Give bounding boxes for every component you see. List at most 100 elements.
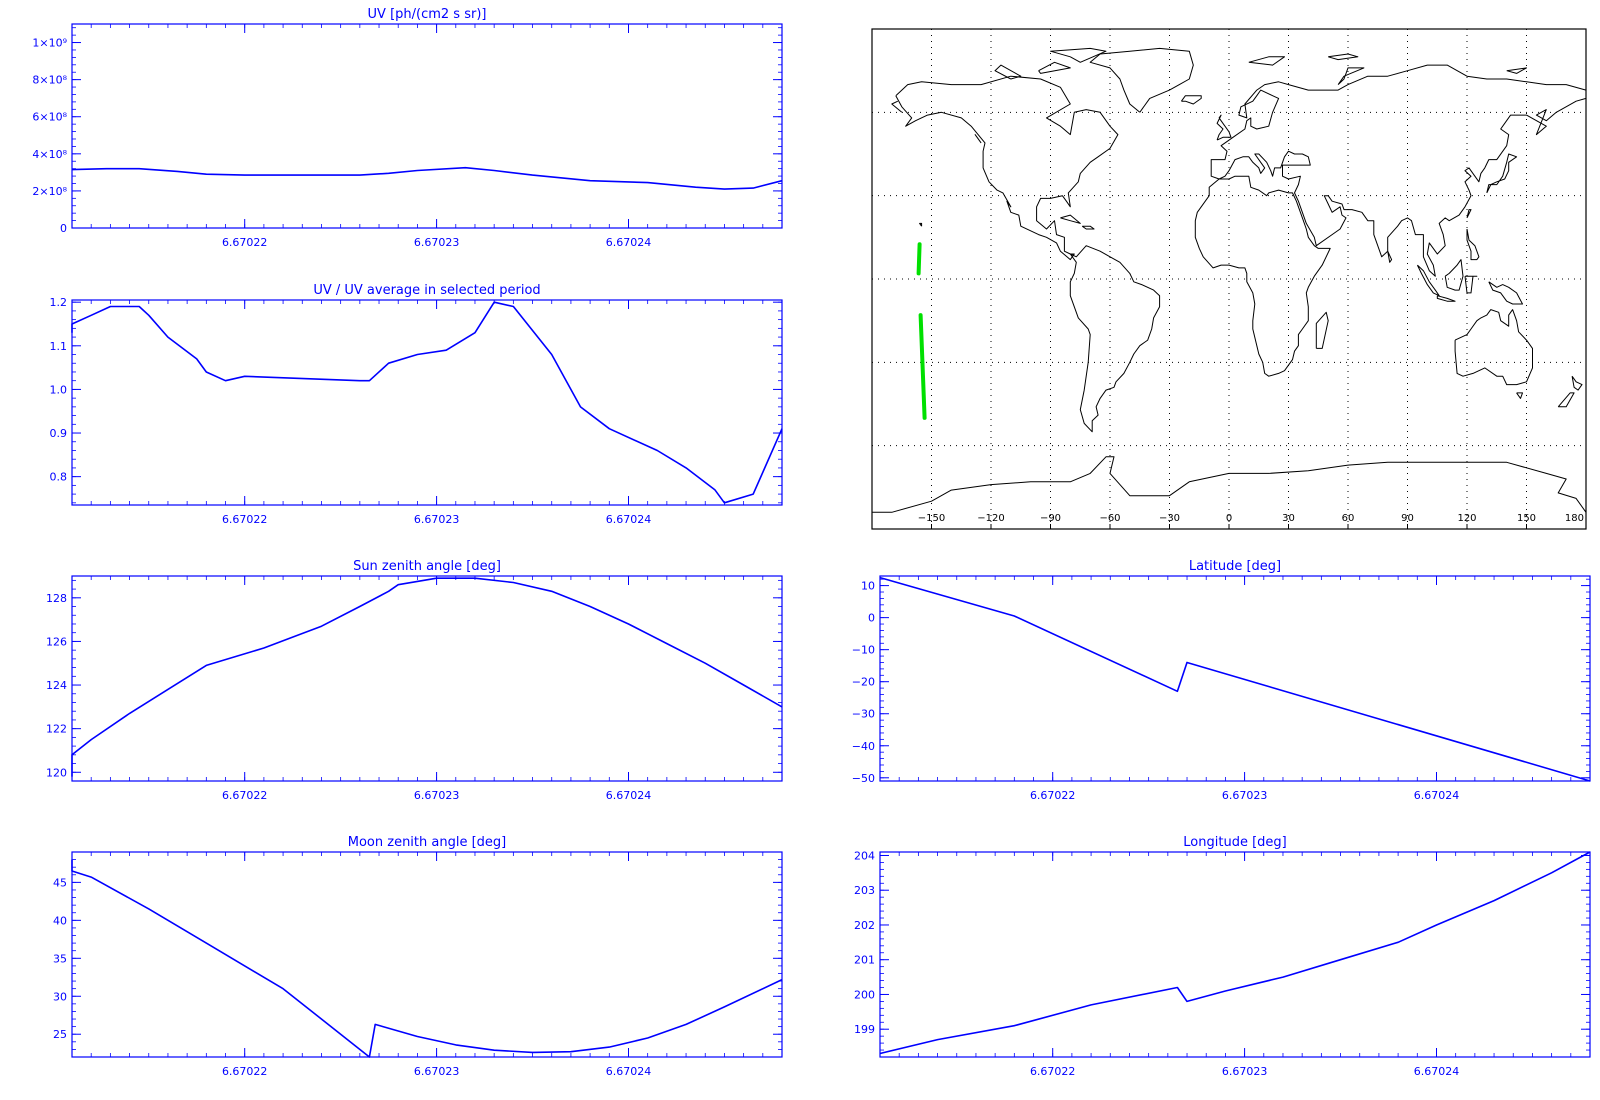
coastline <box>1516 392 1523 399</box>
coastline <box>1466 209 1472 219</box>
y-tick-label: 204 <box>854 849 875 862</box>
coastline <box>1050 47 1107 63</box>
y-tick-label: 8×10⁸ <box>32 74 67 87</box>
y-tick-label: 10 <box>861 580 875 593</box>
coastline <box>872 456 1587 513</box>
sun-zenith-plot: Sun zenith angle [deg] 6.67022 6.67023 6.67… <box>46 559 783 802</box>
x-tick-label: 6.67024 <box>1414 1065 1460 1078</box>
series-line <box>71 166 783 190</box>
plot-frame <box>71 851 783 1058</box>
latitude-plot: Latitude [deg] 6.67022 6.67023 6.67024 −50 −4… <box>852 559 1591 802</box>
world-map: −150 −120 −90 −60 −30 0 30 60 90 120 150 180 <box>871 28 1587 530</box>
y-tick-label: 0 <box>868 612 875 625</box>
coastline <box>1194 175 1331 377</box>
coastline <box>1060 214 1081 224</box>
y-tick-label: 202 <box>854 919 875 932</box>
map-x-tick-label: 0 <box>1226 513 1232 524</box>
satellite-track <box>916 242 922 276</box>
coastline <box>1486 153 1518 194</box>
x-tick-label: 6.67024 <box>1414 789 1460 802</box>
x-tick-label: 6.67024 <box>606 1065 652 1078</box>
x-tick-label: 6.67022 <box>222 789 268 802</box>
x-tick-label: 6.67023 <box>414 1065 460 1078</box>
coastline <box>1038 61 1071 74</box>
y-tick-label: 0 <box>60 222 67 235</box>
coastline <box>994 64 1022 80</box>
x-tick-label: 6.67023 <box>1222 789 1268 802</box>
map-x-tick-label: −150 <box>918 513 945 524</box>
plot-frame <box>71 299 783 506</box>
coastline <box>1081 225 1095 230</box>
y-tick-label: 40 <box>53 914 67 927</box>
x-tick-label: 6.67022 <box>1030 789 1076 802</box>
series-line <box>71 301 783 504</box>
map-x-tick-label: −30 <box>1159 513 1180 524</box>
plot-frame <box>879 575 1591 782</box>
y-tick-label: 203 <box>854 884 875 897</box>
moon-zenith-plot: Moon zenith angle [deg] 6.67022 6.67023 6.6… <box>53 835 783 1078</box>
x-tick-label: 6.67023 <box>414 236 460 249</box>
y-tick-label: 35 <box>53 952 67 965</box>
coastline <box>1387 250 1393 263</box>
map-x-tick-label: 30 <box>1282 513 1295 524</box>
plot-frame <box>71 23 783 229</box>
y-tick-label: −30 <box>852 708 875 721</box>
plot-title: UV / UV average in selected period <box>313 283 540 298</box>
coastline <box>1466 228 1480 261</box>
y-tick-label: 1.0 <box>50 383 68 396</box>
coastline <box>974 134 982 144</box>
x-tick-label: 6.67024 <box>606 789 652 802</box>
coastline <box>1248 56 1285 66</box>
coastline <box>1328 53 1359 61</box>
y-tick-label: −40 <box>852 740 875 753</box>
y-tick-label: 1.1 <box>50 340 68 353</box>
coastline <box>1444 259 1464 291</box>
y-tick-label: 122 <box>46 723 67 736</box>
x-tick-label: 6.67022 <box>222 236 268 249</box>
coastline <box>1436 295 1456 302</box>
series-line <box>879 851 1591 1055</box>
map-x-tick-label: −60 <box>1099 513 1120 524</box>
map-x-tick-label: 150 <box>1517 513 1536 524</box>
x-tick-label: 6.67024 <box>606 513 652 526</box>
y-tick-label: 201 <box>854 954 875 967</box>
coastline <box>1210 64 1587 180</box>
y-tick-label: −10 <box>852 644 875 657</box>
plot-title: Latitude [deg] <box>1189 559 1281 574</box>
y-tick-label: 200 <box>854 988 875 1001</box>
y-tick-label: 30 <box>53 990 67 1003</box>
y-tick-label: 6×10⁸ <box>32 111 67 124</box>
x-tick-label: 6.67022 <box>222 513 268 526</box>
plot-title: UV [ph/(cm2 s sr)] <box>368 7 487 22</box>
coastline <box>919 222 923 227</box>
plot-title: Moon zenith angle [deg] <box>348 835 506 850</box>
uv-ratio-plot: UV / UV average in selected period 6.6702… <box>50 283 783 526</box>
y-tick-label: 120 <box>46 766 67 779</box>
plot-title: Sun zenith angle [deg] <box>353 559 501 574</box>
x-tick-label: 6.67023 <box>1222 1065 1268 1078</box>
plot-frame <box>71 575 783 782</box>
coastline <box>1337 67 1365 85</box>
coastline <box>1454 309 1533 386</box>
coastline <box>1218 97 1587 277</box>
x-tick-label: 6.67023 <box>414 513 460 526</box>
series-line <box>71 859 783 1058</box>
y-tick-label: 126 <box>46 635 67 648</box>
y-tick-label: 45 <box>53 876 67 889</box>
satellite-track <box>918 313 927 420</box>
map-x-tick-label: −90 <box>1040 513 1061 524</box>
uv-plot: UV [ph/(cm2 s sr)] 6.67022 6.67023 6.67024 0… <box>32 7 783 249</box>
map-x-tick-label: 180 <box>1565 513 1584 524</box>
map-x-tick-label: 60 <box>1342 513 1355 524</box>
longitude-plot: Longitude [deg] 6.67022 6.67023 6.67024 199 2… <box>854 835 1591 1078</box>
x-tick-label: 6.67022 <box>222 1065 268 1078</box>
y-tick-label: 0.8 <box>50 471 68 484</box>
plot-frame <box>879 851 1591 1058</box>
map-x-tick-label: 90 <box>1401 513 1414 524</box>
map-x-tick-label: −120 <box>977 513 1004 524</box>
coastline <box>1506 67 1527 74</box>
y-tick-label: 124 <box>46 679 67 692</box>
y-tick-label: 1.2 <box>50 296 68 309</box>
y-tick-label: 1×10⁹ <box>32 37 67 50</box>
